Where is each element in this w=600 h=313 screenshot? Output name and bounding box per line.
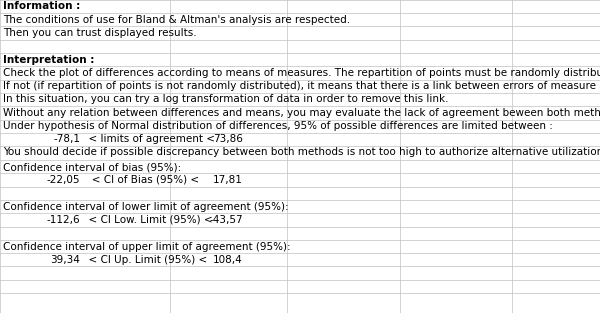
Text: Confidence interval of upper limit of agreement (95%):: Confidence interval of upper limit of ag… xyxy=(3,242,290,252)
Text: You should decide if possible discrepancy between both methods is not too high t: You should decide if possible discrepanc… xyxy=(3,147,600,157)
Text: Under hypothesis of Normal distribution of differences, 95% of possible differen: Under hypothesis of Normal distribution … xyxy=(3,121,553,131)
Text: 39,34: 39,34 xyxy=(50,255,80,265)
Text: Confidence interval of bias (95%):: Confidence interval of bias (95%): xyxy=(3,162,181,172)
Text: -112,6: -112,6 xyxy=(46,215,80,225)
Text: < CI of Bias (95%) <: < CI of Bias (95%) < xyxy=(82,175,199,185)
Text: < CI Low. Limit (95%) <: < CI Low. Limit (95%) < xyxy=(82,215,212,225)
Text: < CI Up. Limit (95%) <: < CI Up. Limit (95%) < xyxy=(82,255,207,265)
Text: -43,57: -43,57 xyxy=(209,215,243,225)
Text: If not (if repartition of points is not randomly distributed), it means that the: If not (if repartition of points is not … xyxy=(3,81,600,91)
Text: The conditions of use for Bland & Altman's analysis are respected.: The conditions of use for Bland & Altman… xyxy=(3,15,350,25)
Text: In this situation, you can try a log transformation of data in order to remove t: In this situation, you can try a log tra… xyxy=(3,94,449,104)
Text: Interpretation :: Interpretation : xyxy=(3,55,94,65)
Text: < limits of agreement <: < limits of agreement < xyxy=(82,134,215,144)
Text: 73,86: 73,86 xyxy=(213,134,243,144)
Text: 17,81: 17,81 xyxy=(213,175,243,185)
Text: 108,4: 108,4 xyxy=(213,255,243,265)
Text: Check the plot of differences according to means of measures. The repartition of: Check the plot of differences according … xyxy=(3,68,600,78)
Text: Without any relation between differences and means, you may evaluate the lack of: Without any relation between differences… xyxy=(3,108,600,118)
Text: Then you can trust displayed results.: Then you can trust displayed results. xyxy=(3,28,197,38)
Text: -78,1: -78,1 xyxy=(53,134,80,144)
Text: -22,05: -22,05 xyxy=(47,175,80,185)
Text: Information :: Information : xyxy=(3,1,80,11)
Text: Confidence interval of lower limit of agreement (95%):: Confidence interval of lower limit of ag… xyxy=(3,202,289,212)
